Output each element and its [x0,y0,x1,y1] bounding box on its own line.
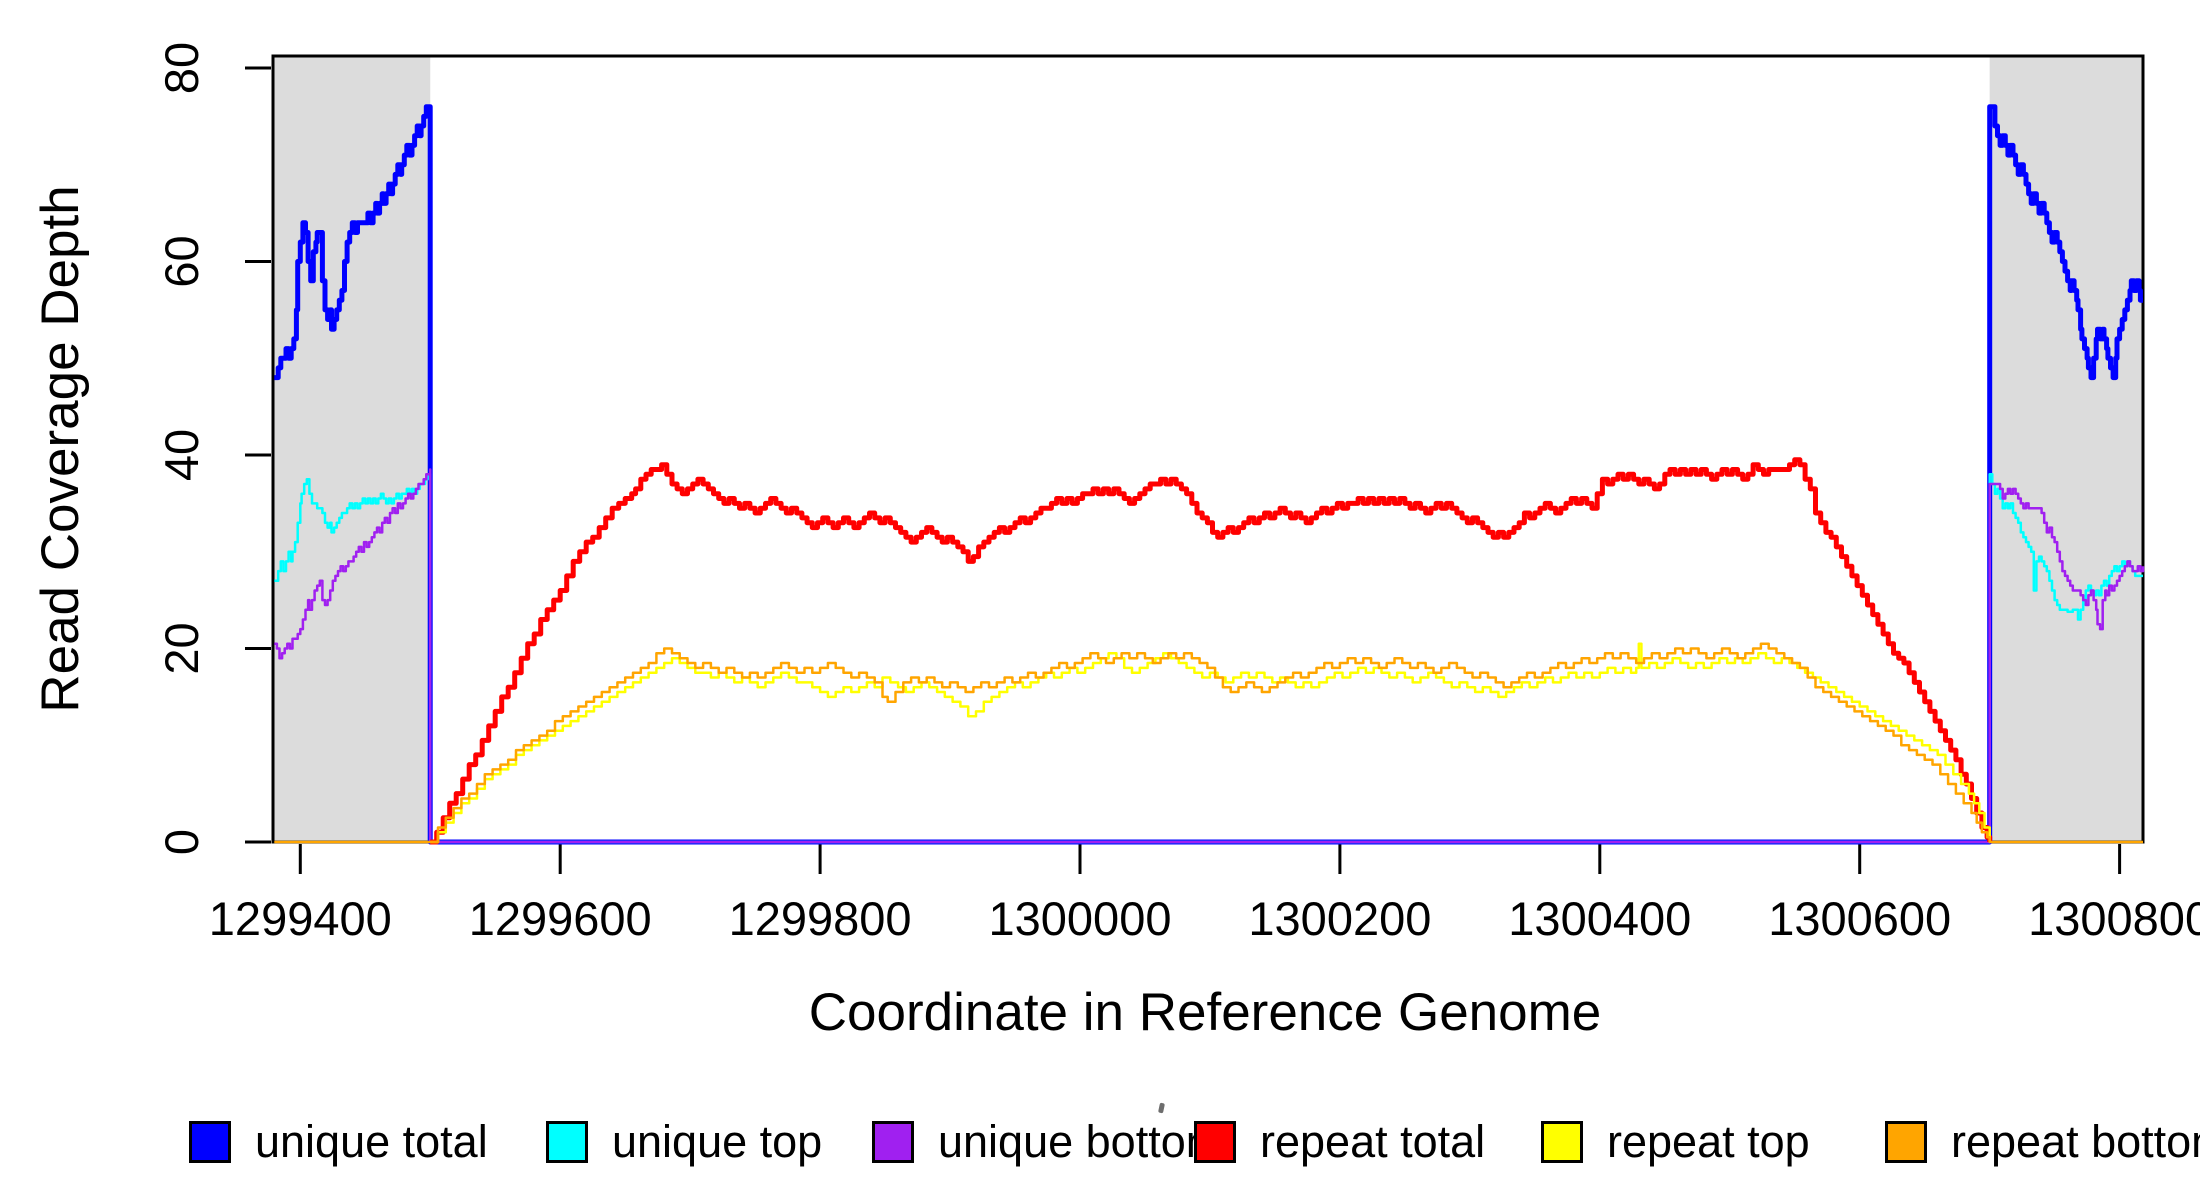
legend-label: repeat bottom [1951,1116,2200,1167]
series-line-unique-bottom [274,468,2145,844]
x-tick-label: 1299600 [469,892,652,945]
legend-label: repeat top [1607,1116,1810,1167]
shaded-region-left [273,56,431,842]
legend-item-unique-bottom: unique bottom [872,1116,1223,1168]
x-tick-label: 1299400 [209,892,392,945]
legend-item-unique-total: unique total [189,1116,488,1168]
series-line-repeat-bottom [274,642,2143,844]
legend-swatch-icon [546,1121,588,1163]
y-axis-title: Read Coverage Depth [31,185,90,712]
series-line-repeat-total [430,457,1993,845]
shaded-region-right [1989,56,2143,842]
legend-swatch-icon [1194,1121,1236,1163]
legend-item-repeat-top: repeat top [1541,1116,1810,1168]
legend-label: unique total [255,1116,488,1167]
legend-item-repeat-total: repeat total [1194,1116,1485,1168]
y-tick-label: 40 [155,429,208,481]
x-tick-label: 1299800 [729,892,912,945]
y-tick-label: 80 [155,42,208,94]
y-tick-label: 60 [155,235,208,287]
series-line-unique-total [274,104,2143,845]
legend-swatch-icon [189,1121,231,1163]
x-tick-label: 1300200 [1248,892,1431,945]
x-tick-label: 1300400 [1508,892,1691,945]
y-tick-label: 0 [155,829,208,855]
legend-swatch-icon [1885,1121,1927,1163]
x-tick-label: 1300600 [1768,892,1951,945]
legend-label: unique top [612,1116,823,1167]
legend-item-unique-top: unique top [546,1116,822,1168]
series-lines [274,104,2145,845]
legend-label: unique bottom [938,1116,1224,1167]
legend-swatch-icon [872,1121,914,1163]
x-axis-title: Coordinate in Reference Genome [809,983,1602,1042]
x-tick-label: 1300000 [989,892,1172,945]
legend-swatch-icon [1541,1121,1583,1163]
axis-ticks: 1299400 1299600 1299800 1300000 1300200 13004… [155,42,2200,945]
y-tick-label: 20 [155,622,208,674]
x-tick-label: 1300800 [2028,892,2200,945]
shaded-regions [273,56,2143,842]
legend-item-repeat-bottom: repeat bottom [1885,1116,2200,1168]
legend-label: repeat total [1260,1116,1486,1167]
